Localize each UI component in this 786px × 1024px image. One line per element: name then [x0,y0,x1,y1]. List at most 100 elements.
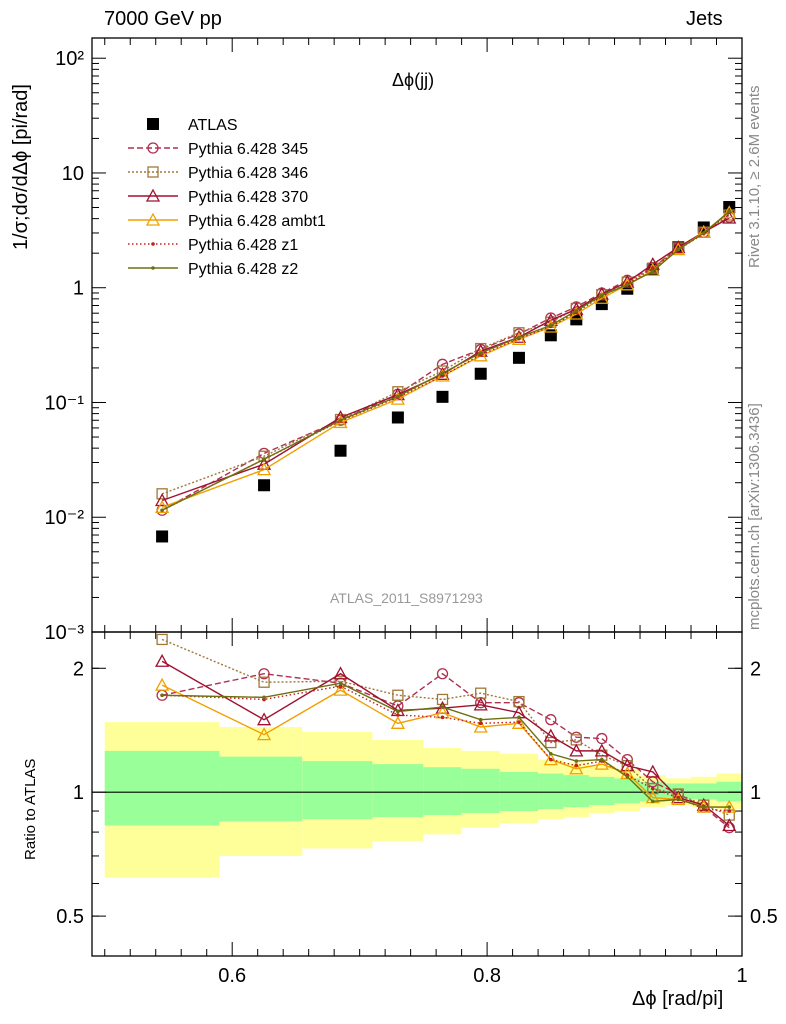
point-pythia-6-428-z2 [676,247,681,252]
ratio-point-pythia-6-428-ambt1 [390,715,405,729]
x-tick-label: 0.8 [473,965,501,987]
series-line-pythia-6-428-346 [161,214,730,495]
point-pythia-6-428-z2 [650,269,655,274]
point-pythia-6-428-ambt1 [671,242,686,256]
legend-marker-pythia-6-428-370 [145,188,161,202]
point-pythia-6-428-ambt1 [155,499,170,513]
point-atlas [436,390,449,403]
main-ytick-label: 10² [55,48,84,70]
main-ytick-label: 10⁻² [45,507,85,529]
ratio-point-pythia-6-428-ambt1 [333,682,348,696]
point-pythia-6-428-z2 [625,283,630,287]
analysis-label: ATLAS_2011_S8971293 [330,590,483,606]
legend-label-pythia-6-428-370: Pythia 6.428 370 [188,189,308,206]
point-atlas [334,444,347,457]
legend-label-pythia-6-428-345: Pythia 6.428 345 [188,141,308,158]
main-series-layer [155,201,737,543]
ratio-point-pythia-6-428-ambt1 [569,761,584,775]
ratio-point-pythia-6-428-z2 [727,805,732,809]
point-pythia-6-428-ambt1 [620,277,635,291]
ratio-y-axis-label: Ratio to ATLAS [22,758,39,860]
ratio-point-pythia-6-428-z2 [701,805,706,809]
ratio-point-pythia-6-428-z2 [262,695,266,700]
ratio-point-pythia-6-428-370 [722,818,737,832]
point-atlas [258,479,271,492]
ratio-point-pythia-6-428-z2 [650,799,655,804]
point-pythia-6-428-z2 [517,335,521,340]
rivet-label: Rivet 3.1.10, ≥ 2.6M events [746,85,763,269]
point-atlas [474,367,487,380]
ratio-point-pythia-6-428-370 [333,666,348,680]
band-inner-9 [589,776,615,806]
point-pythia-6-428-ambt1 [256,462,272,476]
band-inner-3 [372,764,424,818]
ratio-point-pythia-6-428-z2 [549,751,553,756]
ratio-point-pythia-6-428-345 [545,714,557,726]
ratio-point-pythia-6-428-z1 [478,721,483,726]
legend-marker-atlas [147,118,159,130]
legend-marker-pythia-6-428-ambt1 [145,212,161,226]
ratio-point-pythia-6-428-z2 [676,797,681,802]
point-atlas [156,530,169,543]
main-ytick-label: 1 [73,278,84,300]
ratio-ytick-label: 0.5 [56,906,84,928]
ratio-point-pythia-6-428-z2 [574,759,579,763]
point-pythia-6-428-z2 [727,209,732,214]
ratio-point-pythia-6-428-345 [621,753,633,766]
point-pythia-6-428-z2 [396,394,400,399]
x-tick-label: 0.6 [218,965,246,987]
ratio-point-pythia-6-428-370 [155,653,170,667]
band-inner-8 [563,775,590,808]
point-pythia-6-428-ambt1 [722,205,737,219]
ratio-point-pythia-6-428-346 [258,676,270,688]
main-ytick-label: 10⁻³ [45,622,85,644]
point-atlas [512,351,525,364]
band-inner-2 [302,761,373,820]
ratio-point-pythia-6-428-346 [647,783,659,795]
ratio-point-pythia-6-428-z1 [574,763,579,768]
legend-marker-pythia-6-428-346 [147,166,159,178]
point-pythia-6-428-370 [155,493,170,507]
point-pythia-6-428-z2 [574,308,579,313]
band-inner-14 [716,781,742,802]
ratio-ytick-label: 2 [73,658,84,680]
ratio-point-pythia-6-428-370 [620,758,635,772]
ratio-point-pythia-6-428-346 [436,693,449,706]
ratio-point-pythia-6-428-ambt1 [511,715,527,729]
ratio-point-pythia-6-428-346 [545,736,557,749]
point-pythia-6-428-z2 [600,293,604,298]
main-ytick-label: 10⁻¹ [45,392,85,414]
legend-marker-pythia-6-428-z1 [151,242,155,246]
main-y-axis-label: 1/σ;dσ/dΔϕ [pi/rad] [10,84,32,250]
point-atlas [544,329,557,342]
energy-label: 7000 GeV pp [104,8,222,30]
point-pythia-6-428-z2 [440,371,445,375]
ratio-point-pythia-6-428-346 [392,689,404,701]
ratio-point-pythia-6-428-370 [569,743,584,757]
x-axis-label: Δϕ [rad/pi] [632,988,724,1010]
ratio-point-pythia-6-428-370 [473,697,488,711]
ratio-uncertainty-bands [104,722,742,878]
band-inner-7 [538,773,564,810]
ratio-point-pythia-6-428-370 [543,728,558,742]
band-inner-10 [614,778,641,804]
legend-label-pythia-6-428-346: Pythia 6.428 346 [188,165,308,182]
ratio-point-pythia-6-428-z2 [338,681,343,685]
ratio-point-pythia-6-428-z2 [160,693,164,698]
legend-marker-pythia-6-428-z2 [151,266,155,270]
series-line-pythia-6-428-z1 [161,211,730,511]
ratio-point-pythia-6-428-z2 [440,705,445,709]
ratio-point-pythia-6-428-z1 [440,715,445,720]
point-atlas [391,411,404,424]
ratio-point-pythia-6-428-ambt1 [155,677,170,691]
legend: ATLAS Pythia 6.428 345 Pythia 6.428 346 Pyt… [128,117,326,278]
ratio-line-pythia-6-428-z1 [162,685,730,812]
ratio-point-pythia-6-428-z1 [338,684,343,688]
ratio-point-pythia-6-428-z1 [396,713,400,717]
legend-label-atlas: ATLAS [188,117,238,134]
point-atlas [595,298,608,311]
point-pythia-6-428-346 [156,488,168,500]
ratio-point-pythia-6-428-346 [156,633,168,646]
ratio-point-pythia-6-428-ambt1 [594,756,609,770]
site-label: mcplots.cern.ch [arXiv:1306.3436] [746,403,763,630]
